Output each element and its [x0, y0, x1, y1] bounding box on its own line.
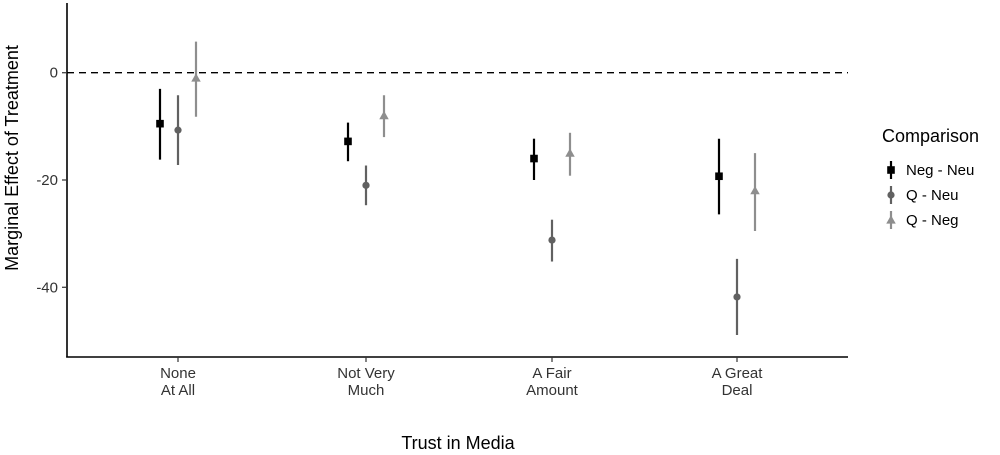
x-axis-title: Trust in Media [401, 433, 515, 453]
x-tick-label: A Great Deal [712, 365, 764, 399]
series-circle [174, 95, 741, 336]
x-tick-label: Not Very Much [337, 365, 395, 399]
data-point [156, 119, 164, 128]
data-point [715, 172, 723, 181]
series-triangle [191, 41, 760, 231]
data-point [548, 236, 556, 244]
series-square [156, 88, 723, 215]
legend-item: Q - Neu [887, 186, 959, 204]
data-point [191, 73, 201, 82]
legend-key-marker [886, 215, 896, 224]
data-point [362, 181, 370, 189]
x-tick-label: None At All [160, 365, 196, 399]
legend: Comparison Neg - Neu Q - Neu Q - Neg [882, 126, 979, 229]
x-tick-label: A Fair Amount [526, 365, 579, 399]
data-point [379, 110, 389, 120]
legend-key-marker [887, 191, 895, 199]
legend-title: Comparison [882, 126, 979, 146]
legend-item: Neg - Neu [887, 161, 974, 179]
y-tick-label: -20 [36, 172, 58, 189]
legend-label: Q - Neu [906, 187, 959, 204]
data-point [530, 154, 538, 163]
legend-label: Q - Neg [906, 212, 959, 229]
plot-area: 0 -20 -40 None At All Not Very Much A Fair Amoun… [36, 3, 848, 399]
data-point [733, 293, 741, 301]
data-point [565, 148, 575, 157]
legend-key-marker [887, 166, 895, 174]
y-axis-title: Marginal Effect of Treatment [2, 45, 22, 271]
y-tick-label: -40 [36, 279, 58, 296]
data-point [750, 185, 760, 195]
data-point [174, 126, 182, 134]
data-point [344, 137, 352, 146]
legend-label: Neg - Neu [906, 162, 974, 179]
y-tick-label: 0 [50, 65, 58, 82]
legend-item: Q - Neg [886, 211, 959, 229]
